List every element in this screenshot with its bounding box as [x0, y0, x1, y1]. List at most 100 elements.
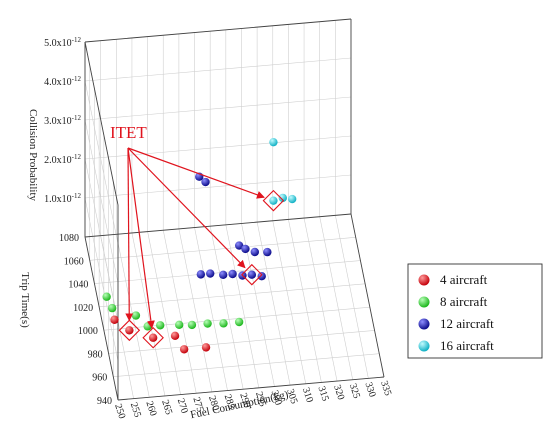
data-point — [107, 303, 117, 313]
x-tick-label: 290 — [237, 392, 252, 410]
data-point — [143, 322, 152, 331]
grid-line — [335, 215, 369, 379]
data-point — [219, 319, 228, 328]
x-tick-label: 275 — [190, 396, 205, 414]
data-point — [203, 319, 212, 328]
grid-line — [84, 80, 119, 245]
annotation-diamond — [118, 319, 141, 342]
grid-line — [113, 353, 380, 378]
z-axis-title: Collision Probability — [27, 109, 39, 201]
z-tick-label: 5.0x10-12 — [44, 36, 81, 49]
annotation-arrow — [127, 147, 246, 269]
grid-line — [94, 260, 361, 284]
data-point — [110, 315, 119, 324]
tick-labels: 250 255 260 265 270 275 280 285 290 295 300 305 310 3… — [44, 36, 393, 420]
grid-line — [84, 174, 352, 199]
x-tick-label: 280 — [206, 394, 221, 412]
grid-line — [194, 227, 228, 391]
grid-line — [84, 96, 352, 121]
x-tick-label: 315 — [316, 385, 331, 403]
x-tick-label: 305 — [284, 388, 299, 406]
data-point — [269, 137, 278, 147]
x-tick-label: 260 — [143, 400, 158, 418]
data-points — [102, 137, 297, 354]
data-point — [250, 247, 260, 257]
data-point — [263, 247, 272, 257]
data-point — [234, 317, 244, 327]
data-point — [187, 320, 197, 330]
data-point — [174, 320, 184, 330]
x-tick-label: 250 — [112, 403, 127, 421]
plot-box-edge — [117, 376, 385, 401]
grid-line — [108, 330, 375, 354]
z-tick-label: 3.0x10-12 — [44, 114, 81, 127]
plot-box-edge — [84, 18, 352, 43]
x-tick-label: 320 — [331, 384, 346, 402]
grid-line — [256, 222, 291, 386]
legend-label: 12 aircraft — [440, 316, 494, 331]
data-point — [155, 321, 165, 330]
plot-box-edge — [84, 213, 352, 238]
data-point — [125, 326, 134, 335]
data-point — [201, 343, 211, 352]
grid-lines — [84, 18, 385, 401]
annotation-diamond — [142, 326, 164, 349]
grid-line — [84, 158, 119, 323]
grid-line — [225, 224, 260, 388]
grid-line — [84, 197, 119, 362]
grid-line — [131, 232, 166, 397]
plot-box-edge — [350, 213, 385, 378]
data-point — [247, 270, 257, 279]
y-tick-label: 980 — [88, 349, 103, 360]
plot-box-edge — [84, 236, 119, 401]
legend-box — [407, 263, 543, 359]
data-point — [278, 193, 287, 203]
grid-line — [319, 216, 353, 380]
legend-marker — [418, 318, 430, 330]
z-tick-label: 1.0x10-12 — [44, 192, 81, 205]
legend-marker — [418, 296, 430, 308]
legend-label: 8 aircraft — [440, 294, 488, 309]
z-tick-label: 2.0x10-12 — [44, 153, 81, 166]
x-tick-label: 300 — [269, 389, 284, 407]
annotation: ITET — [110, 123, 285, 349]
legend-label: 4 aircraft — [440, 272, 488, 287]
data-point — [148, 333, 158, 342]
x-tick-label: 255 — [128, 401, 143, 419]
data-point — [241, 244, 250, 254]
data-point — [179, 345, 189, 354]
x-tick-label: 325 — [347, 382, 362, 400]
x-tick-label: 285 — [222, 393, 237, 411]
grid-line — [272, 220, 307, 384]
data-point — [170, 331, 180, 341]
annotation-arrow — [125, 147, 134, 322]
y-tick-label: 1060 — [64, 256, 84, 267]
data-point — [228, 269, 237, 279]
grid-line — [84, 119, 119, 284]
y-tick-label: 1020 — [73, 303, 93, 314]
plot-box — [84, 18, 385, 401]
data-point — [131, 311, 141, 320]
x-tick-label: 330 — [362, 381, 377, 399]
grid-line — [89, 236, 356, 261]
grid-line — [178, 228, 213, 392]
y-tick-label: 1000 — [78, 326, 98, 337]
grid-line — [288, 219, 322, 383]
grid-line — [99, 283, 366, 308]
y-tick-label: 1040 — [68, 280, 88, 291]
legend-marker — [418, 274, 430, 286]
data-point — [201, 177, 210, 187]
data-point — [257, 272, 266, 281]
x-tick-label: 265 — [159, 398, 174, 416]
annotation-diamond — [241, 263, 263, 286]
annotation-label: ITET — [110, 123, 147, 142]
x-tick-label: 270 — [175, 397, 190, 415]
legend: 4 aircraft 8 aircraft 12 aircraft 16 aircra… — [407, 263, 543, 359]
grid-line — [147, 231, 181, 395]
grid-line — [303, 217, 338, 382]
x-tick-label: 295 — [253, 390, 268, 408]
legend-marker — [418, 340, 430, 352]
data-point — [206, 269, 215, 278]
y-tick-label: 940 — [97, 396, 112, 407]
